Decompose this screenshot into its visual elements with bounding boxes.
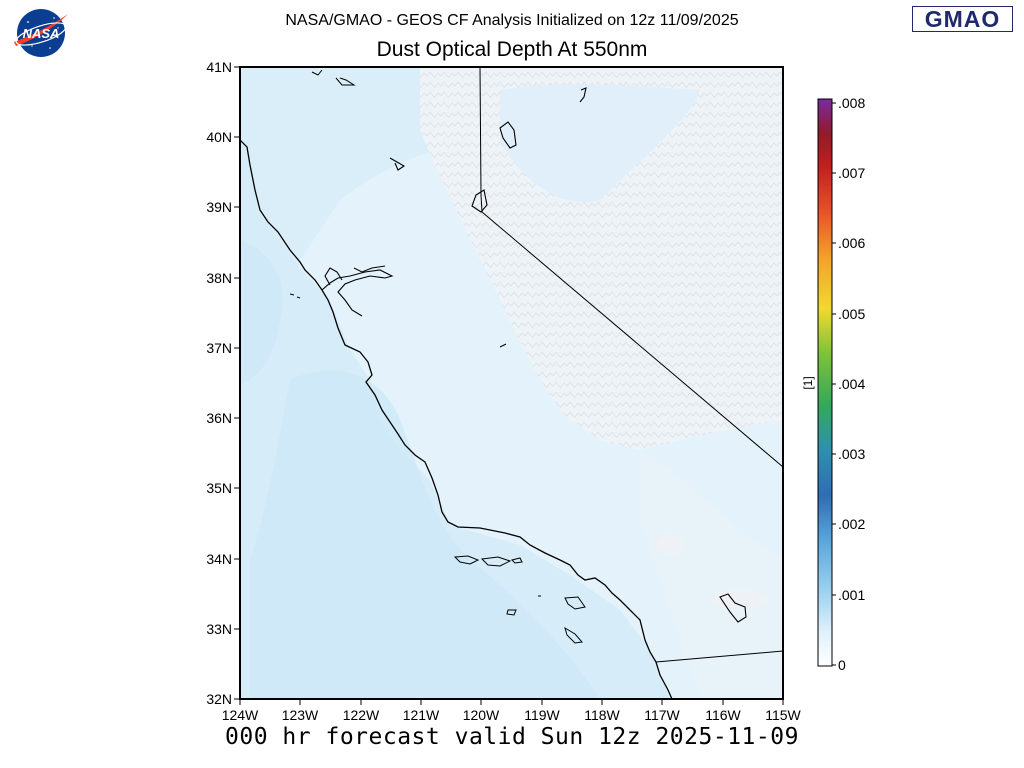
lake-north <box>579 87 587 103</box>
map-title: Dust Optical Depth At 550nm <box>376 38 648 61</box>
island <box>453 555 480 565</box>
island <box>511 557 523 564</box>
pyramid-lake <box>499 121 517 149</box>
lake-far-north <box>311 69 356 86</box>
lon-label: 118W <box>584 707 620 723</box>
forecast-valid-time: 000 hr forecast valid Sun 12z 2025-11-09 <box>225 724 799 750</box>
island <box>480 556 512 567</box>
lat-label: 37N <box>206 340 232 356</box>
terrain-texture <box>420 67 783 450</box>
lake-small <box>499 343 507 348</box>
terrain-patch <box>656 535 684 555</box>
lake-tahoe <box>471 189 488 213</box>
colorbar: .008 .007 .006 .005 .004 .003 .002 .001 … <box>801 95 865 673</box>
lon-label: 121W <box>403 707 440 723</box>
colorbar-tick: 0 <box>838 657 846 673</box>
nasa-logo-text: NASA <box>23 26 60 41</box>
colorbar-tick: .008 <box>838 95 865 111</box>
lat-axis: 41N 40N 39N 38N 37N 36N 35N 34N 33N 32N <box>206 59 240 707</box>
colorbar-tick: .004 <box>838 376 865 392</box>
lon-label: 120W <box>463 707 500 723</box>
lat-label: 41N <box>206 59 232 75</box>
desert-field <box>640 450 783 699</box>
ca-nv-border <box>479 67 783 468</box>
lat-label: 38N <box>206 270 232 286</box>
us-mexico-border <box>655 650 783 663</box>
ocean-band-north <box>240 67 480 380</box>
island <box>564 596 586 610</box>
salton-sea <box>719 593 747 623</box>
gmao-logo: GMAO <box>912 6 1013 32</box>
colorbar-gradient <box>817 98 833 667</box>
colorbar-tick: .003 <box>838 446 865 462</box>
nasa-logo: NASA <box>14 9 68 57</box>
title-line-1: NASA/GMAO - GEOS CF Analysis Initialized… <box>285 12 739 29</box>
map-frame <box>239 66 784 700</box>
small-islands <box>289 293 301 299</box>
coastal-plume <box>240 240 283 385</box>
coastline <box>240 139 673 699</box>
lat-label: 34N <box>206 551 232 567</box>
island <box>564 626 583 644</box>
lat-label: 39N <box>206 199 232 215</box>
lon-label: 117W <box>644 707 680 723</box>
lat-label: 40N <box>206 129 232 145</box>
lon-axis: 124W 123W 122W 121W 120W 119W 118W 117W … <box>222 699 802 723</box>
colorbar-tick: .002 <box>838 516 865 532</box>
basin-field <box>500 84 700 202</box>
colorbar-tick: .005 <box>838 306 865 322</box>
lat-label: 32N <box>206 691 232 707</box>
colorbar-tick: .007 <box>838 165 865 181</box>
map-field <box>240 67 783 699</box>
colorbar-tick: .001 <box>838 587 865 603</box>
colorbar-tick: .006 <box>838 235 865 251</box>
lon-label: 115W <box>765 707 801 723</box>
lon-label: 116W <box>705 707 741 723</box>
lat-label: 33N <box>206 621 232 637</box>
lon-label: 122W <box>343 707 380 723</box>
colorbar-unit-label: [1] <box>801 376 815 389</box>
clear-lake <box>389 157 406 171</box>
ocean-plume <box>250 370 600 699</box>
terrain-patch-2 <box>712 590 768 610</box>
sf-bay <box>321 267 394 317</box>
lat-label: 35N <box>206 480 232 496</box>
delta <box>353 265 386 273</box>
lat-label: 36N <box>206 410 232 426</box>
lon-label: 123W <box>282 707 319 723</box>
lon-label: 119W <box>524 707 560 723</box>
lon-label: 124W <box>222 707 259 723</box>
island <box>506 609 517 616</box>
